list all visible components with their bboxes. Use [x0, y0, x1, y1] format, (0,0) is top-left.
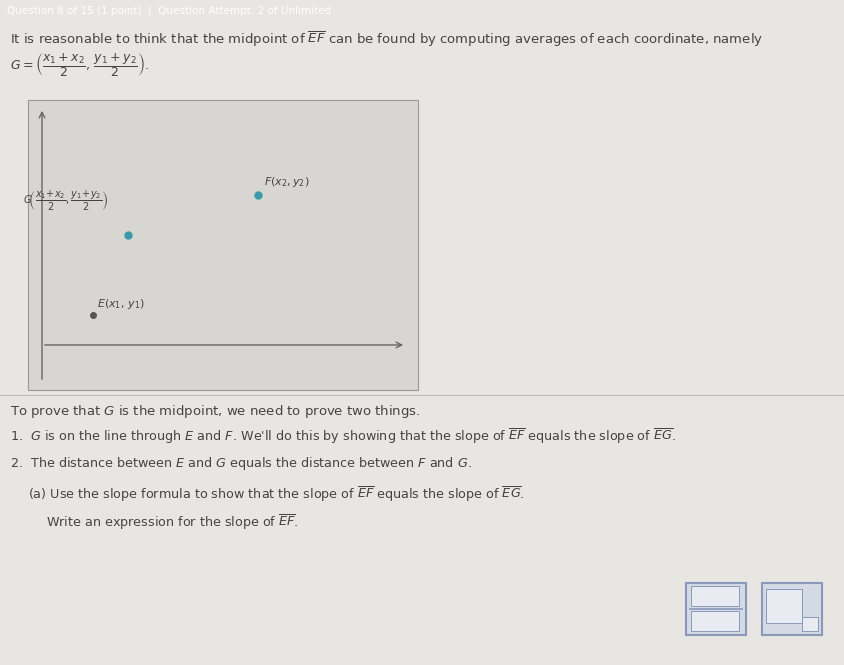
FancyBboxPatch shape	[691, 611, 739, 631]
Text: 1.  $G$ is on the line through $E$ and $F$. We'll do this by showing that the sl: 1. $G$ is on the line through $E$ and $F…	[10, 427, 676, 446]
Text: $E(x_1,\,y_1)$: $E(x_1,\,y_1)$	[97, 297, 145, 311]
Text: Question 8 of 15 (1 point)  |  Question Attempt: 2 of Unlimited: Question 8 of 15 (1 point) | Question At…	[7, 6, 331, 16]
Text: To prove that $G$ is the midpoint, we need to prove two things.: To prove that $G$ is the midpoint, we ne…	[10, 403, 420, 420]
Text: It is reasonable to think that the midpoint of $\overline{EF}$ can be found by c: It is reasonable to think that the midpo…	[10, 30, 763, 49]
FancyBboxPatch shape	[802, 617, 818, 631]
Text: $G = \left(\dfrac{x_1+x_2}{2},\, \dfrac{y_1+y_2}{2}\right).$: $G = \left(\dfrac{x_1+x_2}{2},\, \dfrac{…	[10, 51, 149, 79]
FancyBboxPatch shape	[691, 586, 739, 606]
FancyBboxPatch shape	[766, 589, 802, 623]
FancyBboxPatch shape	[762, 583, 822, 635]
Text: 2.  The distance between $E$ and $G$ equals the distance between $F$ and $G$.: 2. The distance between $E$ and $G$ equa…	[10, 455, 472, 472]
Text: Write an expression for the slope of $\overline{EF}$.: Write an expression for the slope of $\o…	[46, 513, 299, 532]
FancyBboxPatch shape	[686, 583, 746, 635]
Text: $F(x_2, y_2)$: $F(x_2, y_2)$	[264, 175, 310, 189]
Text: (a) Use the slope formula to show that the slope of $\overline{EF}$ equals the s: (a) Use the slope formula to show that t…	[28, 485, 525, 504]
FancyBboxPatch shape	[28, 100, 418, 390]
Text: $G\!\left(\dfrac{x_1\!+\!x_2}{2},\dfrac{y_1\!+\!y_2}{2}\right)$: $G\!\left(\dfrac{x_1\!+\!x_2}{2},\dfrac{…	[23, 189, 109, 213]
